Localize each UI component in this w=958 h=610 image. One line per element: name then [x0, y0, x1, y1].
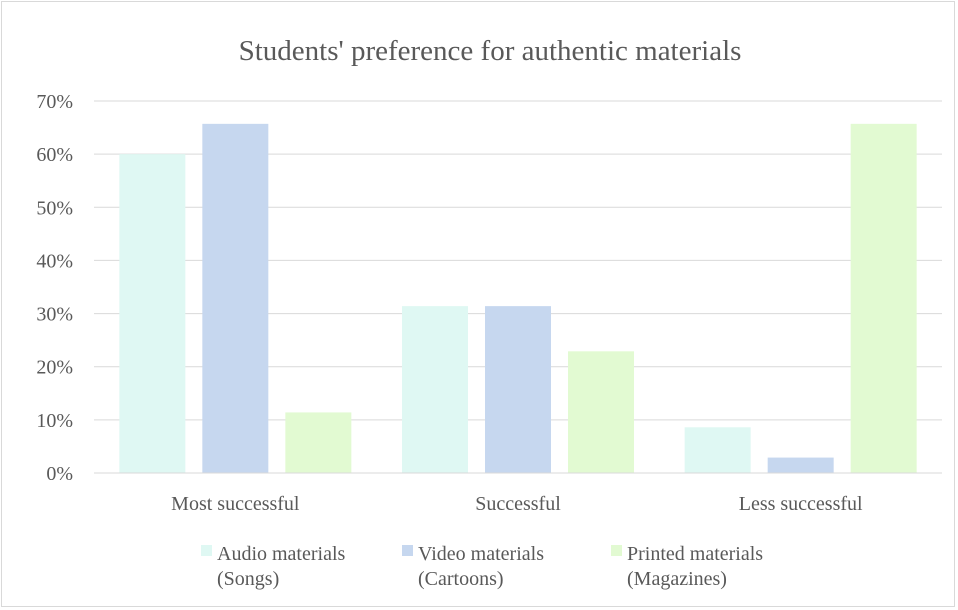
x-category-label: Successful	[475, 493, 561, 515]
y-tick-label: 40%	[36, 250, 73, 272]
legend: Audio materials (Songs) Video materials (Ca…	[201, 543, 763, 590]
bar	[285, 412, 352, 473]
y-tick-label: 50%	[36, 197, 73, 219]
bar	[119, 154, 186, 473]
legend-label-line: Video materials	[418, 543, 544, 565]
y-tick-label: 0%	[46, 463, 73, 485]
bar	[202, 123, 269, 473]
bar	[402, 306, 468, 473]
y-axis-tick-labels: 0% 10% 20% 30% 40% 50% 60% 70%	[36, 91, 73, 485]
legend-swatch	[611, 545, 622, 556]
legend-swatch	[402, 545, 413, 556]
bar	[684, 427, 751, 473]
legend-swatch	[201, 545, 212, 556]
chart-title: Students' preference for authentic mater…	[239, 35, 742, 67]
legend-label: Audio materials (Songs)	[217, 543, 346, 590]
legend-label-line: Printed materials	[627, 543, 763, 565]
legend-label-line: (Songs)	[217, 568, 279, 590]
legend-label: Printed materials (Magazines)	[627, 543, 763, 590]
legend-label: Video materials (Cartoons)	[418, 543, 544, 590]
legend-label-line: Audio materials	[217, 543, 346, 565]
bar	[568, 351, 634, 473]
y-tick-label: 70%	[36, 91, 73, 113]
y-tick-label: 10%	[36, 410, 73, 432]
y-tick-label: 20%	[36, 357, 73, 379]
bars	[119, 123, 917, 473]
legend-label-line: (Magazines)	[627, 568, 727, 590]
legend-label-line: (Cartoons)	[418, 568, 504, 590]
y-tick-label: 60%	[36, 144, 73, 166]
x-axis-category-labels: Most successful Successful Less successful	[171, 493, 863, 515]
bar	[485, 306, 551, 473]
y-tick-label: 30%	[36, 304, 73, 326]
bar	[850, 123, 917, 473]
bar	[767, 457, 834, 473]
x-category-label: Less successful	[739, 493, 863, 515]
x-category-label: Most successful	[171, 493, 300, 515]
